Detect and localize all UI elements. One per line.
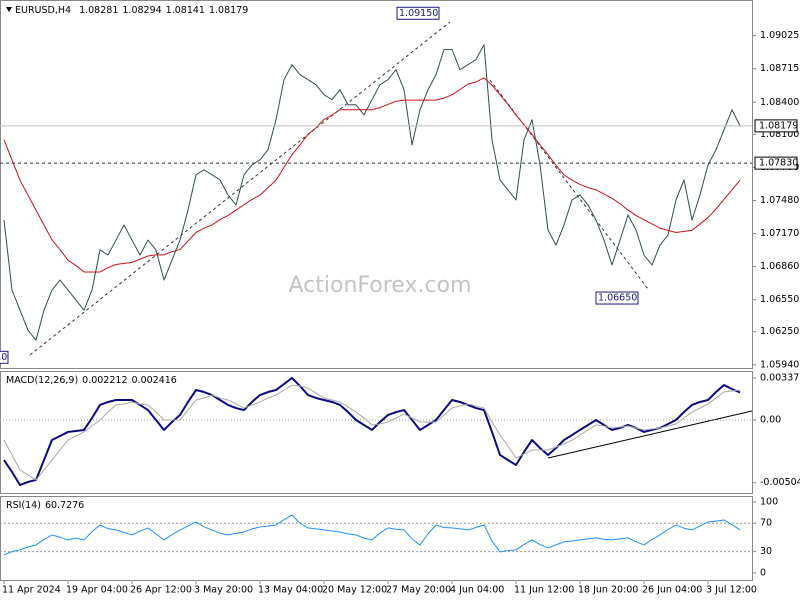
x-tick-label: 27 May 20:00: [386, 585, 451, 596]
macd-value: 0.002212: [82, 375, 127, 386]
annotation-label: 1.06650: [598, 293, 637, 304]
y-tick-label: 0.00: [760, 415, 781, 426]
price-box: [754, 119, 798, 133]
x-tick-label: 26 Jun 04:00: [642, 585, 702, 596]
close-price: 1.08179: [209, 5, 248, 16]
series-line: [3, 376, 741, 487]
y-tick-label: 100: [760, 496, 778, 507]
y-tick-label: 1.06250: [760, 326, 799, 337]
x-tick-label: 3 May 20:00: [194, 585, 253, 596]
macd-panel: [0, 371, 753, 494]
level-label: 1.07830: [759, 158, 798, 169]
rsi-value: 60.7276: [45, 500, 84, 511]
series-line: [3, 44, 741, 341]
macd-trend-line: [547, 410, 753, 459]
menu-arrow: [6, 7, 12, 12]
y-tick-label: 1.08100: [760, 129, 799, 140]
x-tick-label: 13 May 04:00: [258, 585, 323, 596]
price-panel: [0, 0, 753, 369]
x-tick-label: 18 Jun 20:00: [578, 585, 638, 596]
y-tick-label: 1.09025: [760, 30, 799, 41]
annotation-box: [0, 350, 9, 364]
x-tick-label: 11 Jun 12:00: [514, 585, 574, 596]
y-tick-label: 1.08715: [760, 63, 799, 74]
y-tick-label: 30: [760, 546, 772, 557]
low-price: 1.08141: [166, 5, 205, 16]
y-tick-label: 1.06860: [760, 261, 799, 272]
series-line: [3, 384, 741, 481]
y-tick-label: -0.00504: [760, 477, 800, 488]
annotation-label: 1.09150: [399, 8, 438, 19]
macd-header: MACD(12,26,9) 0.002212 0.002416: [6, 375, 177, 386]
x-tick-label: 3 Jul 12:00: [706, 585, 757, 596]
annotation-label: 1.06010: [0, 352, 7, 363]
high-price: 1.08294: [122, 5, 161, 16]
x-tick-label: 26 Apr 12:00: [130, 585, 192, 596]
x-tick-label: 19 Apr 04:00: [66, 585, 128, 596]
plot-area: 1.09150 1.06650 1.06010: [0, 6, 752, 556]
y-tick-label: 1.07170: [760, 228, 799, 239]
watermark: ActionForex.com: [289, 273, 472, 298]
y-tick-label: 1.08400: [760, 97, 799, 108]
series-line: [3, 77, 741, 273]
trend-line: [29, 21, 451, 356]
symbol: EURUSD,H4: [15, 5, 71, 16]
x-tick-label: 4 Jun 04:00: [450, 585, 504, 596]
x-tick-label: 20 May 12:00: [322, 585, 387, 596]
y-tick-label: 0: [760, 567, 766, 578]
price-label: 1.08179: [759, 120, 798, 131]
series-line: [3, 514, 741, 556]
annotation-box: [396, 6, 440, 20]
rsi-panel: [0, 496, 753, 581]
y-tick-label: 0.003375: [760, 373, 800, 384]
signal-value: 0.002416: [132, 375, 177, 386]
open-price: 1.08281: [79, 5, 118, 16]
macd-title: MACD(12,26,9): [6, 375, 78, 386]
y-tick-label: 1.05940: [760, 359, 799, 370]
rsi-title: RSI(14): [6, 500, 41, 511]
level-box: [754, 156, 798, 170]
x-tick-label: 11 Apr 2024: [2, 585, 61, 596]
y-tick-label: 1.06550: [760, 294, 799, 305]
rsi-header: RSI(14) 60.7276: [6, 500, 84, 511]
symbol-header: EURUSD,H4 1.08281 1.08294 1.08141 1.08179: [15, 5, 248, 16]
annotation-box: [595, 291, 639, 305]
y-tick-label: 1.07480: [760, 195, 799, 206]
y-tick-label: 70: [760, 518, 772, 529]
